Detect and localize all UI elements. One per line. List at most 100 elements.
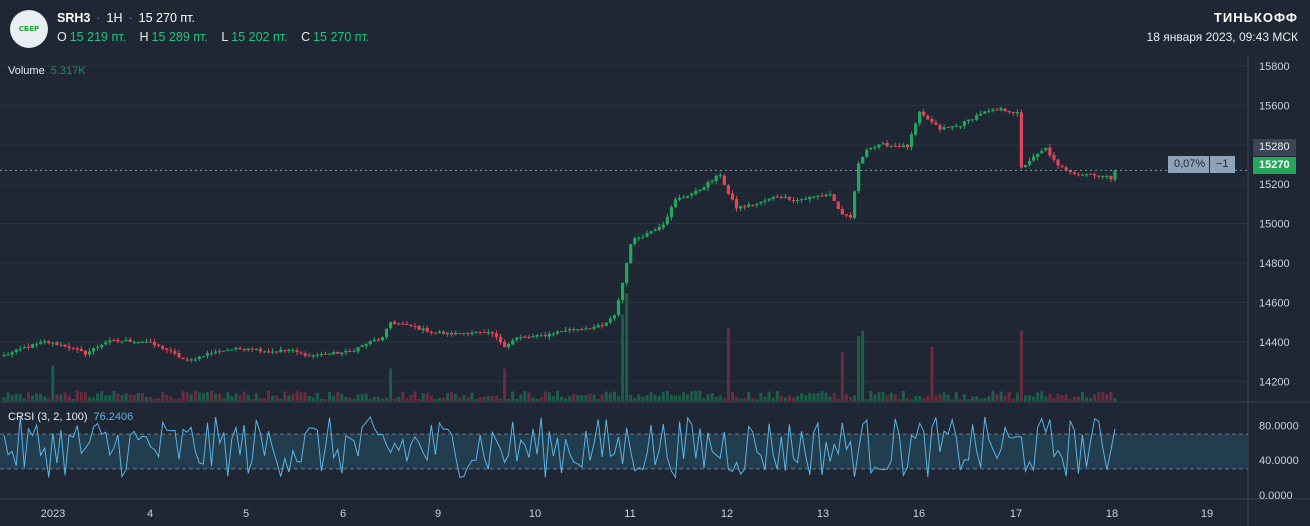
volume-bar [560,396,564,401]
volume-bar [462,395,466,401]
candle-body [197,356,201,359]
candle-body [738,206,743,209]
candle-body [950,126,954,128]
candle-body [376,339,381,341]
candle-body [67,346,71,349]
volume-bar [230,396,234,401]
volume-bar [584,395,588,401]
crsi-tick-label: 40.0000 [1259,455,1299,467]
datetime: 18 января 2023, 09:43 МСК [1146,30,1298,44]
volume-bar [409,395,413,401]
candle-body [836,201,840,209]
sber-logo[interactable]: СБЕР [10,10,48,48]
volume-bar [792,397,796,401]
candle-body [763,200,767,202]
volume-bar [140,392,144,401]
candle-body [275,351,279,353]
volume-bar [743,398,747,401]
crsi-tick-label: 80.0000 [1259,420,1299,432]
volume-bar [503,368,507,401]
candle-body [258,348,262,352]
volume-bar [446,393,450,401]
candle-body [238,348,242,350]
volume-bar [918,395,922,401]
candle-body [1113,170,1117,180]
volume-bar [291,393,295,401]
volume-bar [694,390,698,401]
volume-bar [368,398,372,401]
low-value: 15 202 пт. [231,30,288,44]
candle-body [958,126,962,128]
volume-bar [572,393,576,401]
candle-body [157,344,161,346]
volume-bar [421,393,425,401]
crsi-tick-label: 0.0000 [1259,490,1293,502]
volume-bar [437,398,441,401]
volume-bar [747,391,751,401]
volume-bar [604,391,608,401]
volume-bar [246,395,250,401]
volume-bar [450,392,454,401]
volume-bar [380,398,384,401]
candle-body [498,336,503,343]
volume-bar [555,390,559,401]
volume-bar [372,396,376,401]
candle-body [287,349,291,351]
candle-body [352,351,356,353]
volume-bar [690,391,694,401]
candle-body [820,195,824,197]
volume-bar [800,392,804,401]
candle-body [454,332,458,335]
volume-bar [1044,396,1048,401]
volume-legend[interactable]: Volume 5.317K [8,65,86,77]
candle-body [26,346,31,348]
crsi-legend[interactable]: CRSI (3, 2, 100) 76.2406 [8,411,133,423]
candle-body [999,108,1003,111]
candle-body [1068,170,1072,173]
logo-text: СБЕР [18,25,40,33]
volume-bar [376,397,380,401]
volume-bar [954,391,958,401]
volume-bar [1011,398,1015,401]
candle-body [995,109,999,111]
open-value: 15 219 пт. [69,30,127,44]
volume-bar [165,394,169,401]
volume-bar [254,393,258,401]
crsi-label: CRSI (3, 2, 100) [8,411,88,423]
volume-bar [722,398,726,401]
volume-bar [51,365,55,401]
volume-bar [315,392,319,401]
volume-bar [564,398,568,401]
candle-body [714,175,718,182]
volume-bar [710,393,714,401]
volume-bar [1080,391,1084,401]
candle-body [177,353,181,358]
candle-body [270,351,275,353]
brand-name: ТИНЬКОФФ [1213,10,1298,25]
candle-body [987,110,991,112]
candle-body [869,147,873,150]
volume-bar [10,394,14,401]
volume-bar [1007,391,1011,401]
candle-body [930,119,934,123]
volume-bar [149,397,153,401]
candle-body [938,125,942,130]
candle-body [413,326,417,328]
volume-bar [242,391,246,401]
volume-bar [1076,396,1080,401]
candle-body [1093,174,1097,176]
ticker[interactable]: SRH3 [57,11,91,25]
interval[interactable]: 1H [106,11,123,25]
volume-bar [79,392,83,401]
candle-body [39,342,43,344]
candle-body [409,324,413,326]
volume-bar [108,395,112,401]
crsi-value: 76.2406 [93,411,134,423]
candle-body [478,331,482,333]
volume-bar [336,391,340,401]
candle-body [653,229,657,231]
volume-bar [938,394,942,401]
volume-bar [645,395,649,401]
volume-bar [848,397,852,401]
